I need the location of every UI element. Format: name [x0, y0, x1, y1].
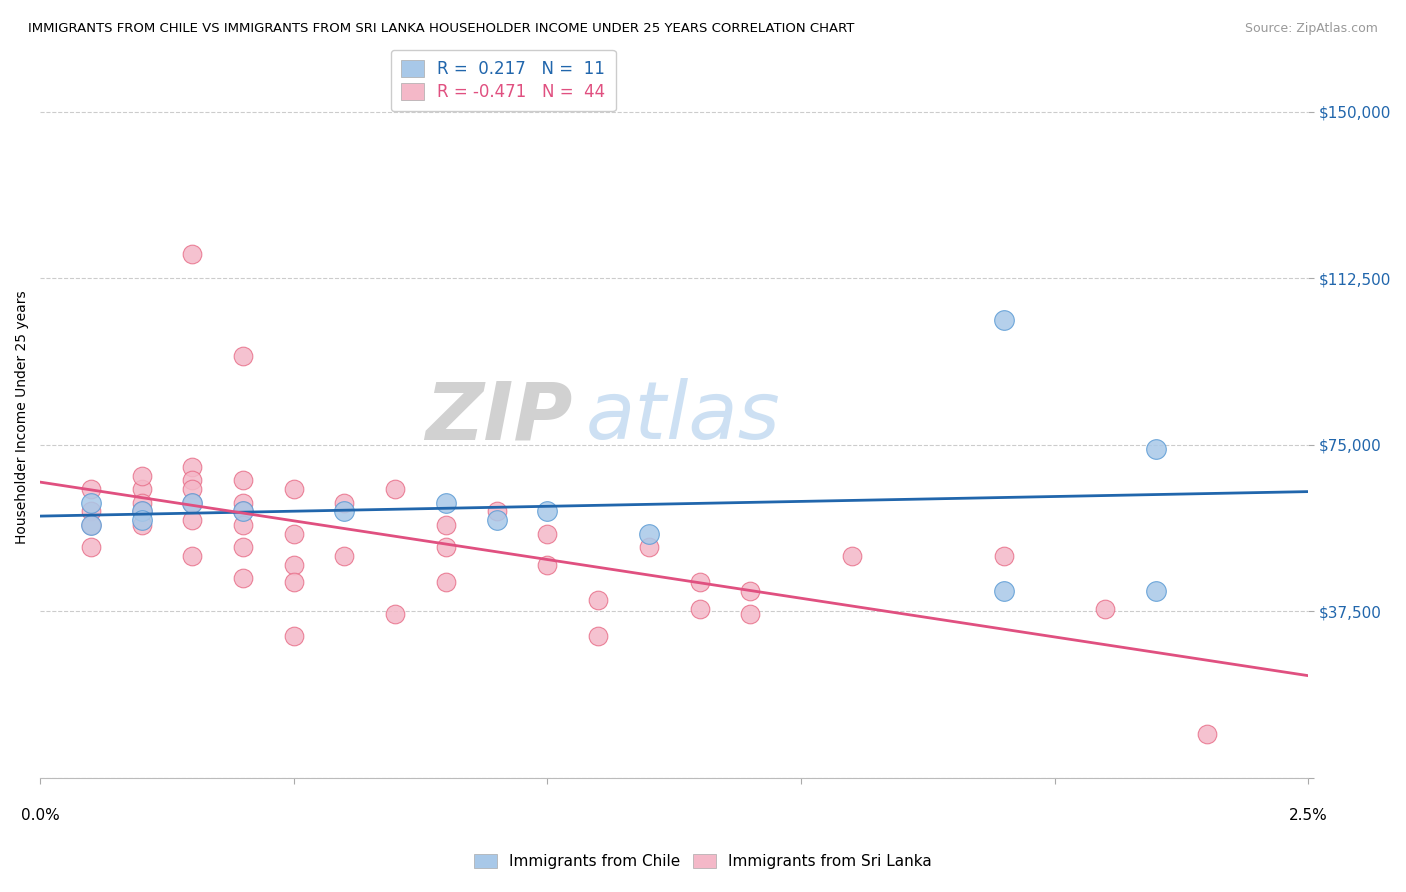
- Point: [536, 526, 558, 541]
- Point: [232, 349, 254, 363]
- Legend: Immigrants from Chile, Immigrants from Sri Lanka: Immigrants from Chile, Immigrants from S…: [468, 848, 938, 875]
- Point: [80, 482, 103, 496]
- Text: ZIP: ZIP: [426, 378, 572, 456]
- Point: [181, 473, 204, 487]
- Point: [80, 504, 103, 518]
- Point: [434, 495, 457, 509]
- Text: IMMIGRANTS FROM CHILE VS IMMIGRANTS FROM SRI LANKA HOUSEHOLDER INCOME UNDER 25 Y: IMMIGRANTS FROM CHILE VS IMMIGRANTS FROM…: [28, 22, 855, 36]
- Point: [131, 513, 153, 527]
- Point: [485, 513, 508, 527]
- Point: [1144, 442, 1167, 457]
- Point: [131, 495, 153, 509]
- Point: [434, 517, 457, 532]
- Point: [181, 482, 204, 496]
- Point: [1144, 584, 1167, 599]
- Y-axis label: Householder Income Under 25 years: Householder Income Under 25 years: [15, 290, 30, 544]
- Point: [232, 517, 254, 532]
- Point: [80, 540, 103, 554]
- Point: [536, 558, 558, 572]
- Point: [80, 517, 103, 532]
- Point: [841, 549, 863, 563]
- Point: [586, 629, 609, 643]
- Point: [740, 584, 762, 599]
- Point: [131, 517, 153, 532]
- Point: [283, 482, 305, 496]
- Point: [131, 482, 153, 496]
- Point: [333, 504, 356, 518]
- Point: [232, 540, 254, 554]
- Point: [232, 473, 254, 487]
- Point: [384, 607, 406, 621]
- Text: atlas: atlas: [585, 378, 780, 456]
- Legend: R =  0.217   N =  11, R = -0.471   N =  44: R = 0.217 N = 11, R = -0.471 N = 44: [391, 50, 616, 112]
- Point: [1195, 726, 1218, 740]
- Point: [283, 575, 305, 590]
- Point: [283, 558, 305, 572]
- Point: [586, 593, 609, 607]
- Point: [740, 607, 762, 621]
- Point: [689, 575, 711, 590]
- Point: [434, 575, 457, 590]
- Point: [80, 517, 103, 532]
- Point: [232, 495, 254, 509]
- Point: [131, 504, 153, 518]
- Point: [131, 468, 153, 483]
- Point: [181, 495, 204, 509]
- Point: [536, 504, 558, 518]
- Point: [485, 504, 508, 518]
- Text: 2.5%: 2.5%: [1289, 808, 1327, 823]
- Point: [181, 460, 204, 475]
- Text: 0.0%: 0.0%: [21, 808, 59, 823]
- Point: [131, 504, 153, 518]
- Point: [1094, 602, 1116, 616]
- Point: [181, 513, 204, 527]
- Point: [181, 495, 204, 509]
- Point: [384, 482, 406, 496]
- Point: [637, 540, 659, 554]
- Point: [993, 549, 1015, 563]
- Point: [333, 549, 356, 563]
- Point: [283, 629, 305, 643]
- Point: [181, 246, 204, 260]
- Point: [993, 584, 1015, 599]
- Point: [232, 504, 254, 518]
- Point: [637, 526, 659, 541]
- Text: Source: ZipAtlas.com: Source: ZipAtlas.com: [1244, 22, 1378, 36]
- Point: [993, 313, 1015, 327]
- Point: [434, 540, 457, 554]
- Point: [689, 602, 711, 616]
- Point: [283, 526, 305, 541]
- Point: [232, 504, 254, 518]
- Point: [181, 549, 204, 563]
- Point: [80, 495, 103, 509]
- Point: [333, 495, 356, 509]
- Point: [232, 571, 254, 585]
